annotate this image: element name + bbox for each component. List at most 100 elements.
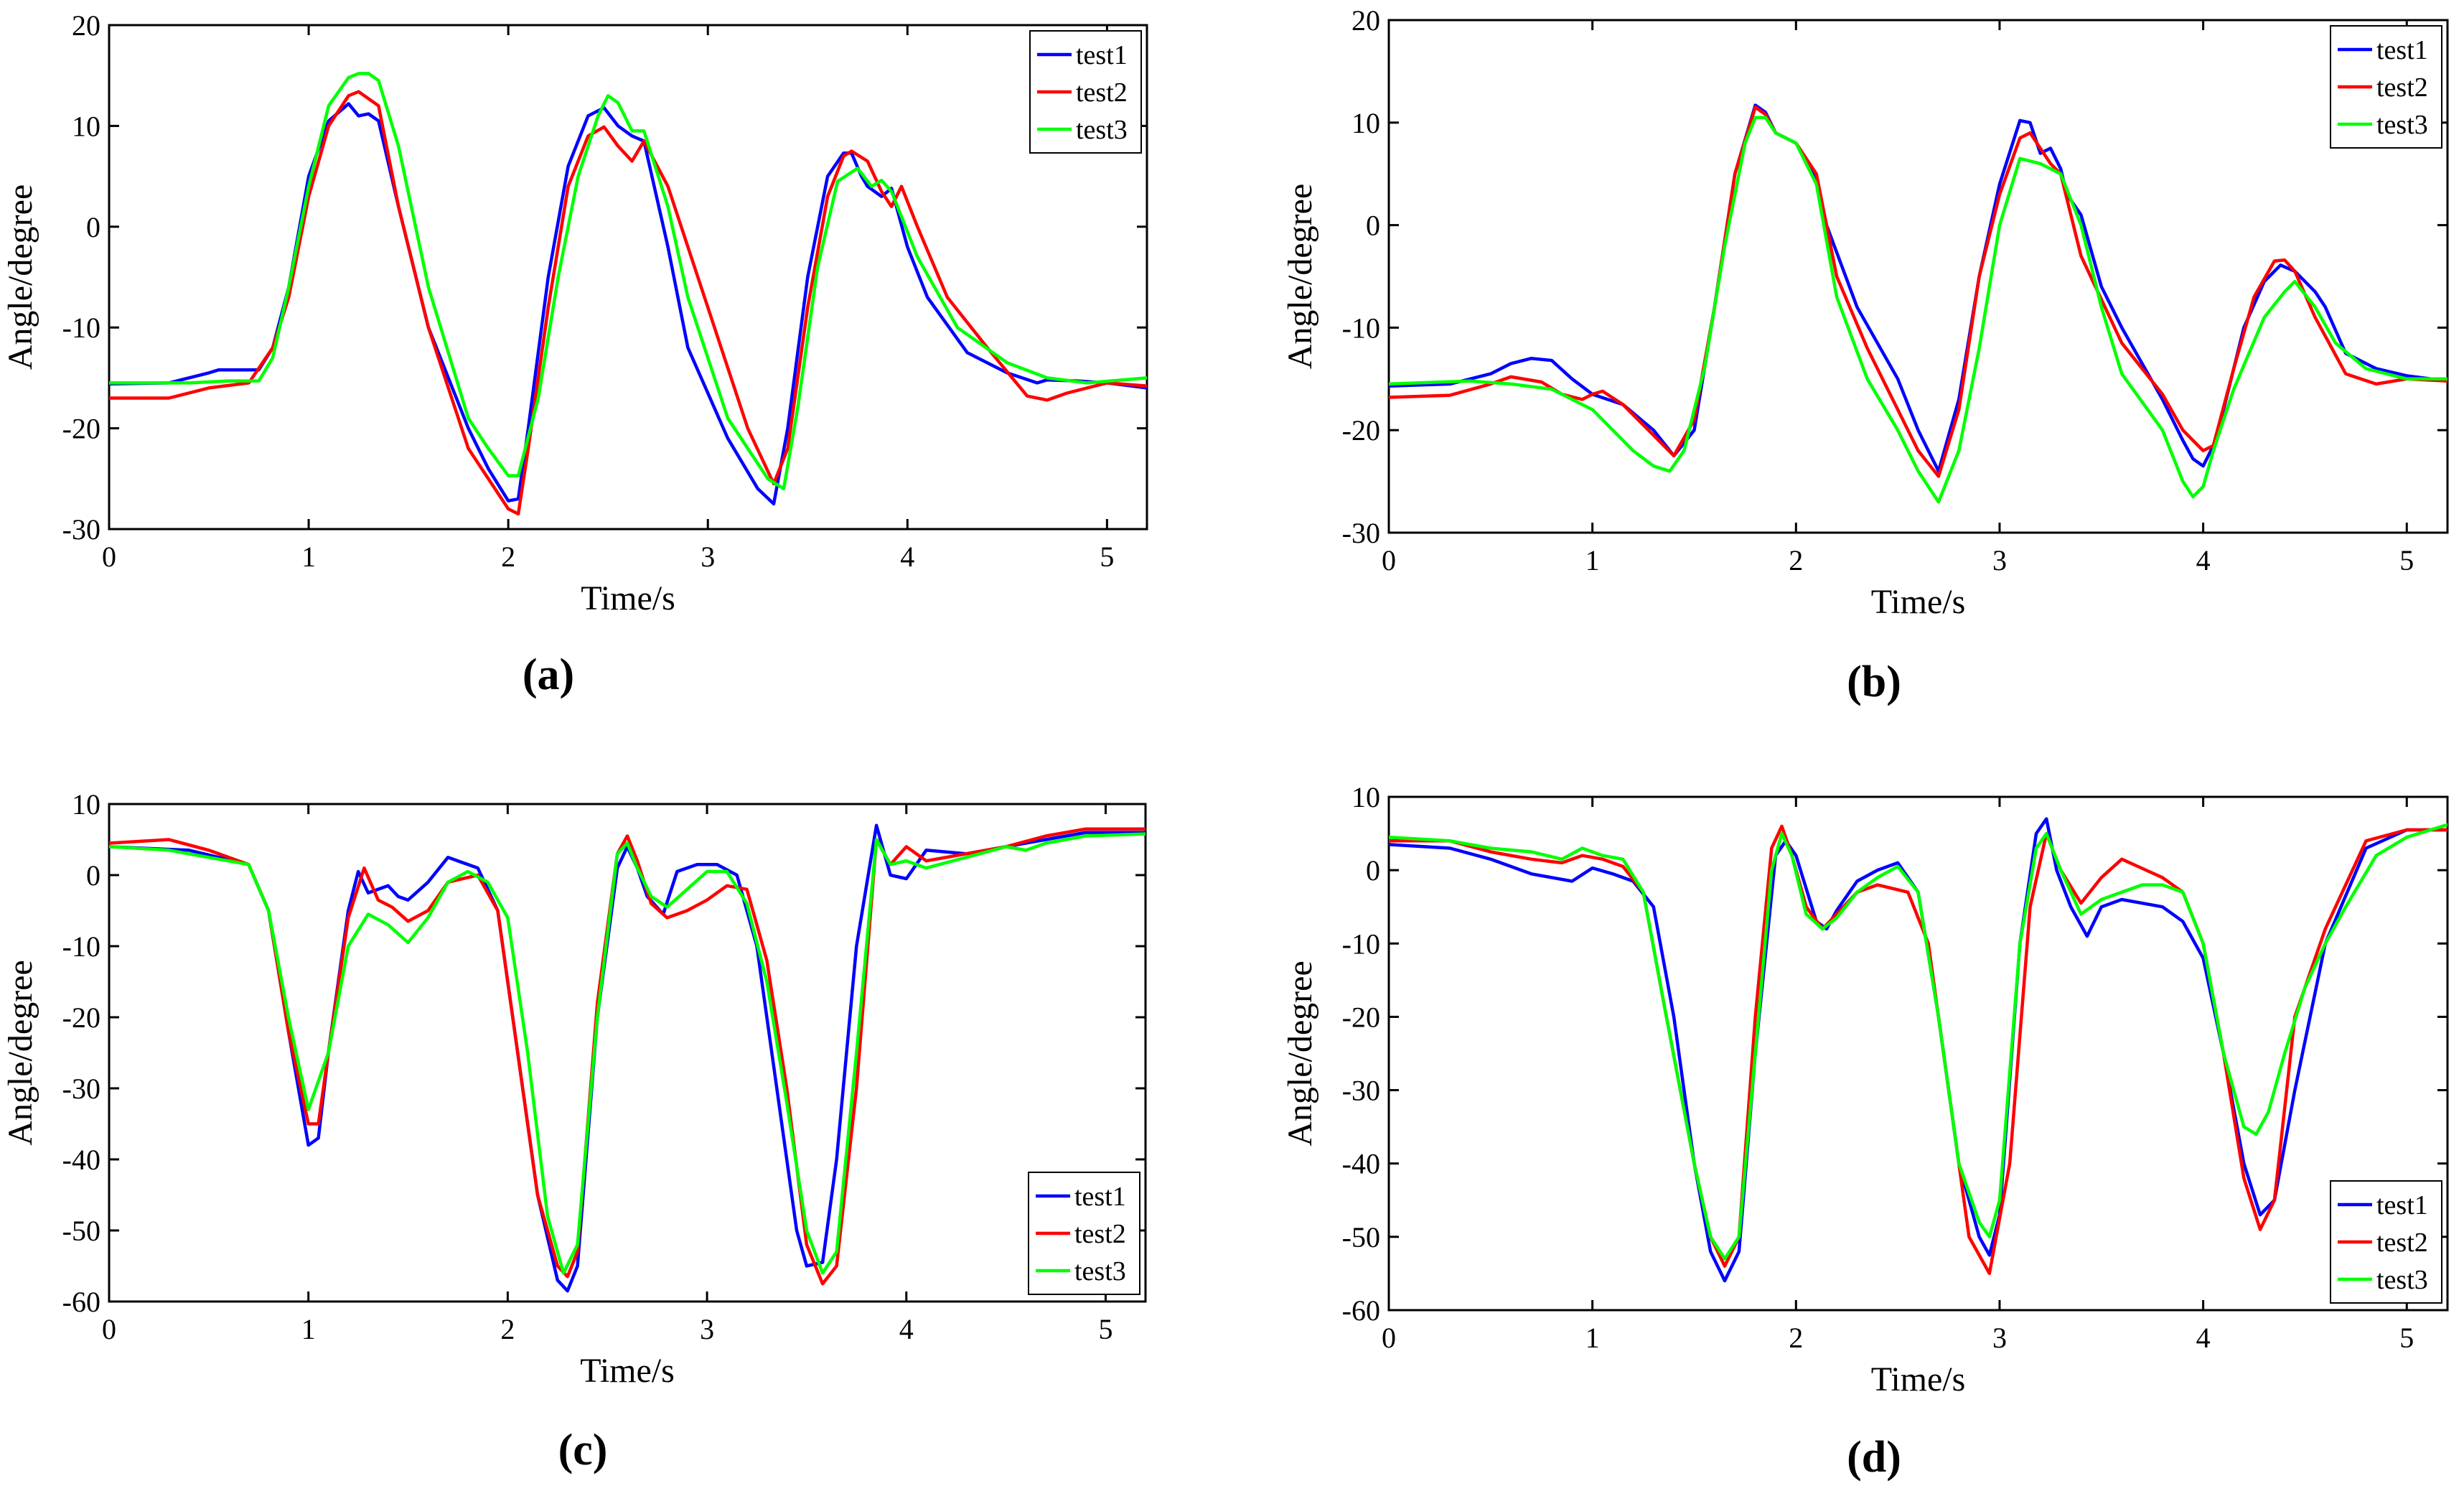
y-tick-label-c-10: 10 xyxy=(72,788,100,821)
x-axis-title-a: Time/s xyxy=(581,579,675,617)
x-tick-label-b-3: 3 xyxy=(1992,544,2007,576)
panel-caption-a: (a) xyxy=(523,650,574,699)
legend-label-c-test3: test3 xyxy=(1074,1256,1126,1286)
y-tick-label-c--50: -50 xyxy=(62,1215,100,1247)
legend-a: test1 test2 test3 xyxy=(1029,30,1142,154)
x-tick-label-a-4: 4 xyxy=(900,541,914,573)
y-tick-label-d-0: 0 xyxy=(1366,854,1380,887)
axes-box-a xyxy=(108,24,1148,531)
x-tick-label-a-3: 3 xyxy=(701,541,715,573)
legend-label-c-test1: test1 xyxy=(1074,1182,1126,1212)
series-line-a-test1 xyxy=(109,102,1147,506)
legend-label-a-test1: test1 xyxy=(1076,40,1128,70)
y-tick-label-d--20: -20 xyxy=(1342,1001,1380,1033)
legend-b: test1 test2 test3 xyxy=(2330,25,2442,149)
x-tick-label-c-4: 4 xyxy=(899,1313,914,1345)
x-tick-label-a-5: 5 xyxy=(1100,541,1114,573)
legend-label-a-test2: test2 xyxy=(1076,78,1128,108)
x-tick-label-d-3: 3 xyxy=(1992,1322,2007,1354)
series-group-a xyxy=(109,72,1147,516)
x-tick-label-b-0: 0 xyxy=(1382,544,1396,576)
y-tick-label-b-0: 0 xyxy=(1366,210,1380,242)
x-tick-label-b-2: 2 xyxy=(1789,544,1803,576)
y-tick-label-a--20: -20 xyxy=(62,413,100,445)
x-tick-label-a-2: 2 xyxy=(501,541,515,573)
x-tick-label-c-0: 0 xyxy=(102,1313,116,1345)
y-tick-label-a--30: -30 xyxy=(62,513,100,546)
y-tick-label-d--60: -60 xyxy=(1342,1294,1380,1327)
legend-c: test1 test2 test3 xyxy=(1028,1172,1140,1295)
x-tick-label-c-1: 1 xyxy=(301,1313,316,1345)
y-tick-label-d--50: -50 xyxy=(1342,1221,1380,1253)
x-tick-label-d-2: 2 xyxy=(1789,1322,1803,1354)
y-tick-label-a-0: 0 xyxy=(86,211,100,243)
series-line-a-test2 xyxy=(109,90,1147,516)
series-group-b xyxy=(1389,103,2447,504)
axes-box-c xyxy=(108,803,1147,1303)
series-line-b-test2 xyxy=(1389,106,2447,478)
y-tick-label-c--30: -30 xyxy=(62,1073,100,1105)
series-line-c-test3 xyxy=(109,832,1146,1275)
x-tick-label-d-4: 4 xyxy=(2196,1322,2211,1354)
x-axis-title-d: Time/s xyxy=(1871,1360,1966,1398)
x-tick-label-d-5: 5 xyxy=(2399,1322,2414,1354)
x-tick-label-d-0: 0 xyxy=(1382,1322,1396,1354)
x-tick-label-c-3: 3 xyxy=(700,1313,714,1345)
x-tick-label-a-1: 1 xyxy=(301,541,316,573)
legend-label-d-test3: test3 xyxy=(2376,1265,2428,1295)
series-group-c xyxy=(109,823,1146,1293)
y-tick-label-d--10: -10 xyxy=(1342,928,1380,960)
axes-box-d xyxy=(1387,795,2449,1312)
y-tick-label-b--30: -30 xyxy=(1342,517,1380,549)
x-axis-title-c: Time/s xyxy=(580,1352,675,1390)
axes-box-b xyxy=(1387,19,2449,534)
legend-label-b-test2: test2 xyxy=(2376,73,2428,103)
panel-d: 0 1 2 3 4 5 -60 -50 -40 -30 -20 -10 0 10 Time/s Angle/d… xyxy=(1281,781,2449,1482)
x-tick-label-b-4: 4 xyxy=(2196,544,2211,576)
y-axis-title-a: Angle/degree xyxy=(1,184,39,370)
series-line-d-test1 xyxy=(1389,817,2447,1283)
y-tick-label-d--40: -40 xyxy=(1342,1148,1380,1180)
legend-label-b-test3: test3 xyxy=(2376,110,2428,140)
panel-b: 0 1 2 3 4 5 -30 -20 -10 0 10 20 Time/s Angle/degree te… xyxy=(1281,4,2449,706)
legend-label-a-test3: test3 xyxy=(1076,115,1128,145)
y-tick-label-c--20: -20 xyxy=(62,1001,100,1034)
y-tick-label-c--10: -10 xyxy=(62,930,100,963)
y-tick-label-a-20: 20 xyxy=(72,9,100,42)
legend-label-d-test1: test1 xyxy=(2376,1190,2428,1220)
x-axis-title-b: Time/s xyxy=(1871,583,1966,621)
panel-caption-d: (d) xyxy=(1847,1433,1901,1482)
x-tick-label-b-5: 5 xyxy=(2399,544,2414,576)
y-tick-label-a--10: -10 xyxy=(62,312,100,344)
series-line-c-test2 xyxy=(109,827,1146,1286)
y-tick-label-c--40: -40 xyxy=(62,1144,100,1176)
series-line-c-test1 xyxy=(109,823,1146,1293)
y-tick-label-b--20: -20 xyxy=(1342,414,1380,447)
series-line-d-test3 xyxy=(1389,823,2447,1261)
series-line-b-test3 xyxy=(1389,116,2447,504)
series-line-b-test1 xyxy=(1389,103,2447,473)
x-tick-label-c-2: 2 xyxy=(500,1313,515,1345)
x-tick-label-c-5: 5 xyxy=(1098,1313,1112,1345)
y-tick-label-b-10: 10 xyxy=(1352,107,1380,139)
x-tick-label-d-1: 1 xyxy=(1585,1322,1600,1354)
panel-caption-c: (c) xyxy=(558,1426,608,1475)
panel-c: 0 1 2 3 4 5 -60 -50 -40 -30 -20 -10 0 10 Time/s Angle/d… xyxy=(1,788,1147,1475)
x-tick-label-b-1: 1 xyxy=(1585,544,1600,576)
legend-label-d-test2: test2 xyxy=(2376,1228,2428,1258)
legend-label-b-test1: test1 xyxy=(2376,35,2428,65)
y-tick-label-c-0: 0 xyxy=(86,859,100,892)
y-tick-label-b--10: -10 xyxy=(1342,312,1380,344)
series-group-d xyxy=(1389,817,2447,1283)
y-axis-title-d: Angle/degree xyxy=(1281,961,1319,1146)
x-tick-label-a-0: 0 xyxy=(102,541,116,573)
series-line-a-test3 xyxy=(109,72,1147,491)
y-axis-title-c: Angle/degree xyxy=(1,960,39,1146)
y-tick-label-a-10: 10 xyxy=(72,110,100,142)
y-tick-label-b-20: 20 xyxy=(1352,4,1380,37)
y-axis-title-b: Angle/degree xyxy=(1281,184,1319,370)
legend-label-c-test2: test2 xyxy=(1074,1219,1126,1249)
y-tick-label-d-10: 10 xyxy=(1352,781,1380,813)
panel-caption-b: (b) xyxy=(1847,658,1901,706)
